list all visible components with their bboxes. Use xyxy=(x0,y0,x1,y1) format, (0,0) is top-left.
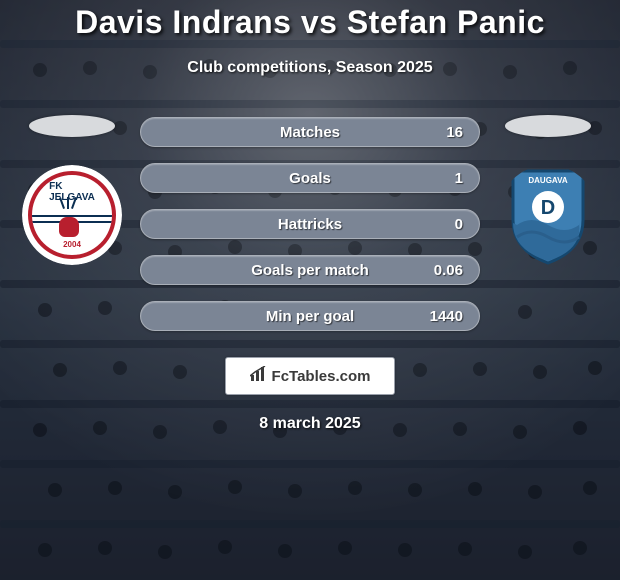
stat-value: 16 xyxy=(446,124,463,141)
stat-label: Hattricks xyxy=(278,216,342,233)
stat-bar: Matches 16 xyxy=(140,117,480,147)
player-photo-placeholder-right xyxy=(505,115,591,137)
brand-text: FcTables.com xyxy=(272,368,371,385)
stat-value: 1440 xyxy=(430,308,463,325)
stat-value: 1 xyxy=(455,170,463,187)
date-text: 8 march 2025 xyxy=(259,415,360,433)
stat-bar: Min per goal 1440 xyxy=(140,301,480,331)
club-badge-right: DAUGAVA D xyxy=(498,165,598,265)
bar-chart-icon xyxy=(250,366,268,387)
page-subtitle: Club competitions, Season 2025 xyxy=(187,59,432,77)
comparison-row: FK JELGAVA 2004 xyxy=(0,115,620,331)
stat-label: Matches xyxy=(280,124,340,141)
stat-bar: Goals per match 0.06 xyxy=(140,255,480,285)
page-title: Davis Indrans vs Stefan Panic xyxy=(75,4,545,41)
player-photo-placeholder-left xyxy=(29,115,115,137)
badge-right-top-text: DAUGAVA xyxy=(528,176,567,185)
stat-label: Goals xyxy=(289,170,331,187)
stat-label: Min per goal xyxy=(266,308,354,325)
stat-value: 0 xyxy=(455,216,463,233)
right-side: DAUGAVA D xyxy=(498,115,598,265)
stat-label: Goals per match xyxy=(251,262,369,279)
stat-bars: Matches 16 Goals 1 Hattricks 0 Goals per… xyxy=(140,115,480,331)
brand-box[interactable]: FcTables.com xyxy=(225,357,395,395)
badge-left-bottom-text: 2004 xyxy=(63,240,81,249)
stat-value: 0.06 xyxy=(434,262,463,279)
stat-bar: Goals 1 xyxy=(140,163,480,193)
badge-right-letter: D xyxy=(541,197,555,219)
club-badge-left: FK JELGAVA 2004 xyxy=(22,165,122,265)
stat-bar: Hattricks 0 xyxy=(140,209,480,239)
left-side: FK JELGAVA 2004 xyxy=(22,115,122,265)
